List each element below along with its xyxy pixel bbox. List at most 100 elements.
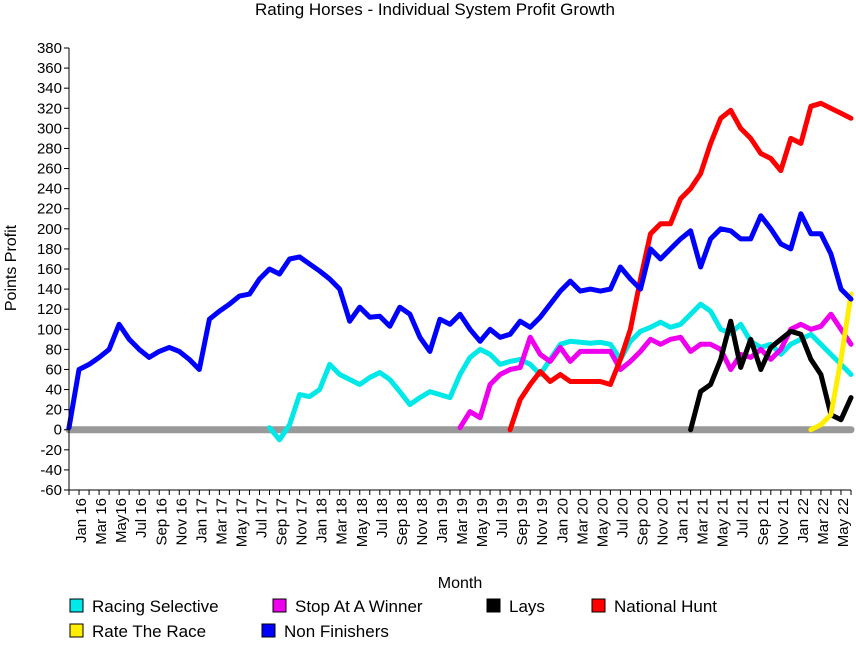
svg-text:May 18: May 18: [354, 498, 371, 547]
svg-text:Nov 19: Nov 19: [534, 498, 551, 546]
x-tick-label: May 21: [715, 498, 732, 547]
legend-item-rate-the-race: Rate The Race: [69, 622, 206, 641]
legend-swatch: [69, 623, 84, 638]
series-line-non-finishers: [66, 211, 854, 431]
svg-text:Jan 18: Jan 18: [314, 498, 331, 543]
series-line-national-hunt: [507, 100, 854, 433]
svg-text:May 21: May 21: [715, 498, 732, 547]
svg-text:Mar 20: Mar 20: [574, 498, 591, 545]
y-tick-label: 20: [45, 402, 62, 419]
legend-swatch: [261, 623, 276, 638]
x-tick-label: Sep 20: [634, 498, 651, 546]
svg-text:May 19: May 19: [474, 498, 491, 547]
x-tick-label: May 17: [233, 498, 250, 547]
y-tick-label: -40: [40, 462, 62, 479]
x-tick-label: May 22: [835, 498, 852, 547]
svg-text:Jan 20: Jan 20: [554, 498, 571, 543]
legend-item-lays: Lays: [486, 597, 545, 616]
y-tick-label: 0: [54, 422, 62, 439]
svg-text:May 20: May 20: [594, 498, 611, 547]
svg-text:May 17: May 17: [233, 498, 250, 547]
svg-text:Sep 21: Sep 21: [755, 498, 772, 546]
x-tick-label: Jan 19: [434, 498, 451, 543]
legend-swatch: [272, 598, 287, 613]
x-tick-label: Jan 20: [554, 498, 571, 543]
svg-text:Mar 17: Mar 17: [213, 498, 230, 545]
y-tick-label: 340: [37, 80, 62, 97]
svg-text:Mar 21: Mar 21: [695, 498, 712, 545]
legend-label: Non Finishers: [284, 622, 389, 641]
x-tick-label: Mar 22: [815, 498, 832, 545]
y-tick-label: 200: [37, 221, 62, 238]
y-tick-label: -60: [40, 482, 62, 499]
x-tick-label: Jan 21: [675, 498, 692, 543]
x-tick-label: Sep 19: [514, 498, 531, 546]
x-tick-label: Nov 20: [655, 498, 672, 546]
y-tick-label: 220: [37, 201, 62, 218]
svg-text:Points Profit: Points Profit: [3, 224, 20, 311]
svg-text:Jan 19: Jan 19: [434, 498, 451, 543]
legend-label: Stop At A Winner: [295, 597, 423, 616]
svg-text:Nov 16: Nov 16: [173, 498, 190, 546]
legend-item-non-finishers: Non Finishers: [261, 622, 389, 641]
y-tick-label: 160: [37, 261, 62, 278]
svg-text:Sep 18: Sep 18: [394, 498, 411, 546]
y-tick-label: 260: [37, 161, 62, 178]
x-tick-label: Jan 18: [314, 498, 331, 543]
x-tick-label: Sep 16: [153, 498, 170, 546]
svg-text:Jan 16: Jan 16: [73, 498, 90, 543]
x-tick-label: May16: [113, 498, 130, 543]
svg-text:Mar 19: Mar 19: [454, 498, 471, 545]
x-tick-label: Nov 17: [294, 498, 311, 546]
y-tick-label: 140: [37, 281, 62, 298]
legend-item-national-hunt: National Hunt: [591, 597, 717, 616]
x-tick-label: Nov 16: [173, 498, 190, 546]
x-tick-label: Jan 16: [73, 498, 90, 543]
svg-text:Jan 22: Jan 22: [795, 498, 812, 543]
x-tick-label: Jul 18: [374, 498, 391, 538]
svg-text:Sep 17: Sep 17: [274, 498, 291, 546]
legend-label: National Hunt: [614, 597, 717, 616]
y-tick-label: 280: [37, 140, 62, 157]
legend-swatch: [591, 598, 606, 613]
y-tick-label: 380: [37, 40, 62, 57]
y-tick-label: 60: [45, 361, 62, 378]
x-tick-label: Jul 21: [735, 498, 752, 538]
x-tick-label: Mar 18: [334, 498, 351, 545]
svg-text:Jul 17: Jul 17: [254, 498, 271, 538]
chart-title: Rating Horses - Individual System Profit…: [255, 0, 615, 19]
x-tick-label: Jul 19: [494, 498, 511, 538]
y-tick-label: 300: [37, 120, 62, 137]
x-tick-label: Sep 21: [755, 498, 772, 546]
svg-text:Nov 21: Nov 21: [775, 498, 792, 546]
legend-item-racing-selective: Racing Selective: [69, 597, 219, 616]
x-axis-title: Month: [438, 575, 482, 592]
svg-text:Jul 20: Jul 20: [614, 498, 631, 538]
x-tick-label: Mar 19: [454, 498, 471, 545]
series-line-racing-selective: [267, 301, 854, 443]
x-tick-label: Jul 16: [133, 498, 150, 538]
series-line-rate-the-race: [808, 291, 854, 433]
legend-label: Lays: [509, 597, 545, 616]
x-tick-label: Sep 17: [274, 498, 291, 546]
legend-item-stop-at-a-winner: Stop At A Winner: [272, 597, 423, 616]
svg-text:Jan 21: Jan 21: [675, 498, 692, 543]
svg-text:Jul 21: Jul 21: [735, 498, 752, 538]
x-tick-label: Mar 16: [93, 498, 110, 545]
x-tick-label: Mar 20: [574, 498, 591, 545]
x-tick-label: Jan 22: [795, 498, 812, 543]
svg-text:May 22: May 22: [835, 498, 852, 547]
x-tick-label: Jan 17: [193, 498, 210, 543]
y-axis-title: Points Profit: [3, 224, 20, 311]
y-tick-label: 40: [45, 382, 62, 399]
svg-text:Nov 17: Nov 17: [294, 498, 311, 546]
svg-text:Sep 16: Sep 16: [153, 498, 170, 546]
x-tick-label: Sep 18: [394, 498, 411, 546]
x-tick-label: Nov 18: [414, 498, 431, 546]
series-line-lays: [688, 318, 854, 433]
svg-text:Mar 18: Mar 18: [334, 498, 351, 545]
y-tick-label: 360: [37, 60, 62, 77]
legend-swatch: [69, 598, 84, 613]
x-tick-label: Jul 20: [614, 498, 631, 538]
